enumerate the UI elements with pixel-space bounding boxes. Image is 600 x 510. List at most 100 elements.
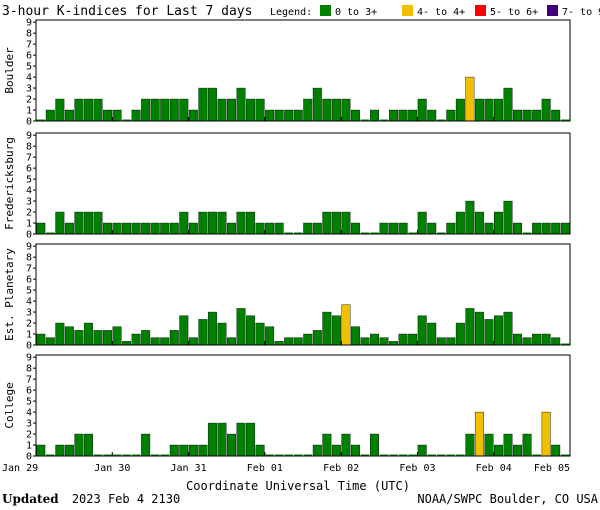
- k-index-bar: [303, 222, 313, 235]
- k-index-bar: [446, 454, 456, 456]
- k-index-bar: [45, 337, 55, 346]
- y-tick-label: 4: [26, 186, 32, 197]
- k-index-bar: [465, 76, 475, 122]
- x-tick-label: Jan 30: [94, 463, 130, 474]
- k-index-bar: [417, 211, 427, 235]
- k-index-bar: [455, 322, 465, 346]
- panel-frame: [35, 354, 571, 457]
- y-tick-label: 3: [26, 419, 32, 430]
- k-index-bar: [227, 337, 236, 346]
- k-index-bar: [350, 222, 360, 235]
- k-index-bar: [389, 222, 399, 235]
- k-index-bar: [64, 444, 74, 457]
- y-tick-label: 2: [26, 95, 32, 106]
- chart-title: 3-hour K-indices for Last 7 days: [2, 4, 252, 19]
- k-index-bar: [169, 444, 179, 457]
- k-index-bar: [179, 444, 189, 457]
- panel-label: Est. Planetary: [3, 248, 16, 341]
- k-index-bar: [303, 98, 313, 122]
- k-index-bar: [350, 326, 360, 346]
- k-index-bar: [484, 222, 494, 235]
- k-index-bar: [455, 98, 465, 122]
- k-index-bar: [437, 232, 446, 234]
- k-index-bar: [169, 222, 179, 235]
- legend-label: Legend:: [270, 7, 312, 18]
- k-index-bar: [55, 322, 65, 346]
- k-index-bar: [522, 337, 532, 346]
- k-index-bar: [455, 211, 465, 235]
- k-index-bar: [103, 222, 112, 235]
- k-index-bar: [265, 454, 274, 456]
- k-index-bar: [370, 232, 379, 234]
- k-index-bar: [360, 454, 370, 456]
- k-index-bar: [36, 333, 46, 346]
- legend-swatch: [475, 5, 486, 16]
- legend-swatch: [402, 5, 413, 16]
- k-index-bar: [122, 454, 131, 456]
- y-tick-label: 5: [26, 175, 32, 186]
- k-index-bar: [236, 87, 246, 122]
- x-tick-label: Feb 03: [399, 463, 435, 474]
- k-index-bar: [560, 222, 570, 235]
- k-index-bar: [150, 98, 160, 122]
- k-index-bar: [379, 454, 389, 456]
- k-index-bar: [141, 433, 151, 457]
- updated-value: 2023 Feb 4 2130: [72, 492, 180, 506]
- y-tick-label: 5: [26, 286, 32, 297]
- panel-frame: [35, 19, 571, 122]
- k-index-bar: [141, 330, 151, 346]
- k-index-bar: [74, 98, 84, 122]
- k-index-bar: [341, 211, 351, 235]
- k-index-bar: [341, 304, 351, 346]
- k-index-bar: [55, 211, 65, 235]
- y-tick-label: 1: [26, 219, 32, 230]
- k-index-bar: [350, 444, 360, 457]
- y-tick-label: 0: [26, 452, 32, 463]
- k-index-bar: [74, 211, 84, 235]
- k-index-bar: [494, 211, 503, 235]
- legend-item-label: 0 to 3+: [335, 7, 377, 18]
- updated-label: Updated: [2, 492, 59, 506]
- k-index-bar: [103, 454, 112, 456]
- k-index-bar: [551, 337, 561, 346]
- y-tick-label: 0: [26, 117, 32, 128]
- k-index-bar: [398, 454, 408, 456]
- k-index-bar: [293, 232, 303, 234]
- k-index-bar: [408, 232, 417, 234]
- k-index-bar: [522, 232, 532, 234]
- k-index-bar: [513, 333, 523, 346]
- k-index-bar: [246, 315, 256, 346]
- k-index-bar: [408, 109, 418, 122]
- k-index-bar: [541, 222, 551, 235]
- k-index-bar: [532, 333, 542, 346]
- k-index-bar: [408, 333, 418, 346]
- y-tick-label: 7: [26, 153, 32, 164]
- k-index-bar: [474, 98, 484, 122]
- k-index-bar: [265, 326, 275, 346]
- legend-item-label: 7- to 9: [562, 7, 600, 18]
- k-index-bar: [131, 109, 141, 122]
- panel-label: College: [3, 382, 16, 428]
- k-index-bar: [522, 433, 532, 457]
- k-index-bar: [131, 333, 141, 346]
- k-index-bar: [427, 454, 436, 456]
- k-index-bar: [122, 222, 132, 235]
- k-index-bar: [236, 308, 246, 346]
- k-index-bar: [274, 454, 284, 456]
- k-index-bar: [465, 308, 475, 346]
- k-index-bar: [465, 433, 475, 457]
- k-index-bar: [160, 454, 169, 456]
- k-index-bar: [408, 454, 417, 456]
- k-index-bar: [398, 333, 408, 346]
- k-index-bar: [217, 211, 227, 235]
- k-index-bar: [417, 98, 427, 122]
- k-index-bar: [207, 211, 217, 235]
- k-index-bar: [93, 330, 103, 346]
- k-index-bar: [532, 454, 541, 456]
- k-index-bar: [370, 109, 379, 122]
- k-index-bar: [265, 222, 275, 235]
- k-index-bar: [198, 319, 208, 346]
- k-index-bar: [370, 433, 379, 457]
